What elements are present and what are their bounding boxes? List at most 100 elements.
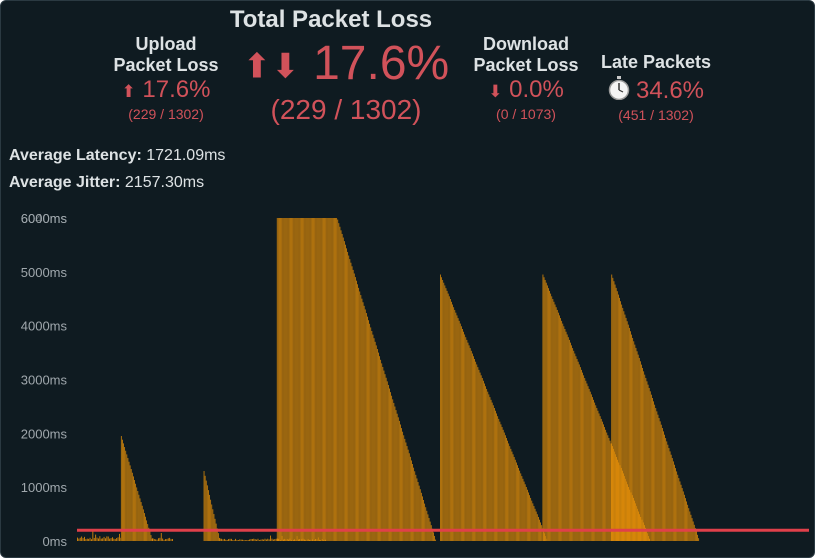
y-tick-label: 6000ms — [21, 211, 68, 226]
spike-bar — [608, 437, 610, 541]
spike-bar — [335, 218, 336, 541]
spike-bar — [440, 274, 441, 541]
spike-bar — [615, 454, 616, 541]
noise-bar — [96, 537, 98, 541]
spike-bar — [549, 290, 550, 541]
spike-bar — [449, 299, 451, 541]
spike-bar — [304, 218, 306, 541]
spike-bar — [409, 456, 411, 541]
noise-bar — [77, 537, 78, 541]
spike-bar — [517, 465, 518, 541]
spike-bar — [641, 364, 642, 541]
spike-bar — [475, 361, 477, 541]
noise-bar — [95, 534, 97, 541]
spike-bar — [142, 509, 144, 541]
noise-bar — [159, 537, 161, 541]
spike-bar — [338, 223, 340, 541]
spike-bar — [506, 437, 507, 541]
spike-bar — [476, 364, 478, 541]
spike-bar — [405, 442, 407, 541]
spike-bar — [548, 288, 549, 541]
spike-bar — [504, 435, 506, 541]
spike-bar — [122, 439, 123, 541]
noise-bar — [243, 539, 245, 541]
spike-bar — [316, 218, 318, 541]
spike-bar — [139, 498, 141, 541]
spike-bar — [283, 218, 285, 541]
noise-bar — [256, 539, 258, 541]
spike-bar — [468, 345, 470, 541]
spike-bar — [493, 408, 495, 541]
spike-bar — [518, 467, 519, 541]
spike-bar — [636, 351, 638, 541]
spike-bar — [419, 489, 421, 541]
spike-bar — [134, 480, 135, 541]
spike-bar — [279, 218, 280, 541]
spike-bar — [369, 323, 371, 541]
spike-bar — [392, 399, 394, 541]
spike-bar — [618, 462, 620, 541]
spike-bar — [342, 237, 344, 541]
spike-bar — [621, 304, 623, 541]
spike-bar — [670, 454, 672, 541]
noise-bar — [229, 538, 231, 541]
spike-bar — [358, 287, 360, 541]
upload-loss-stat: Upload Packet Loss ⬆ 17.6% (229 / 1302) — [101, 34, 231, 123]
spike-bar — [636, 506, 637, 541]
spike-bar — [368, 320, 369, 541]
spike-bar — [682, 491, 684, 541]
spike-bar — [426, 510, 428, 541]
spike-bar — [601, 421, 603, 541]
spike-bar — [354, 277, 356, 541]
spike-bar — [687, 504, 689, 541]
spike-bar — [320, 218, 322, 541]
noise-bar — [169, 537, 171, 541]
spike-bar — [562, 323, 564, 541]
noise-bar — [153, 538, 155, 541]
spike-bar — [623, 476, 625, 541]
spike-bar — [563, 326, 565, 541]
noise-bar — [92, 530, 94, 541]
spike-bar — [126, 454, 128, 541]
spike-bar — [205, 480, 207, 541]
upload-arrow-icon: ⬆ — [121, 82, 136, 101]
spike-bar — [387, 384, 389, 541]
spike-bar — [455, 312, 457, 541]
spike-bar — [685, 498, 686, 541]
spike-bar — [459, 323, 461, 541]
noise-bar — [257, 538, 259, 541]
spike-bar — [642, 367, 643, 541]
spike-bar — [341, 233, 343, 541]
spike-bar — [452, 304, 453, 541]
noise-bar — [260, 539, 262, 541]
noise-bar — [89, 537, 91, 541]
spike-bar — [340, 230, 342, 541]
spike-bar — [347, 251, 349, 541]
spike-bar — [626, 481, 627, 541]
spike-bar — [331, 218, 333, 541]
spike-bar — [596, 408, 598, 541]
spike-bar — [503, 432, 505, 541]
spike-bar — [208, 490, 209, 541]
spike-bar — [658, 418, 660, 541]
spike-bar — [499, 421, 501, 541]
noise-bar — [172, 538, 173, 541]
total-fraction: (229 / 1302) — [270, 94, 422, 126]
spike-bar — [519, 470, 521, 541]
spike-bar — [288, 218, 290, 541]
spike-bar — [694, 528, 696, 541]
spike-bar — [554, 304, 556, 541]
spike-bar — [553, 301, 555, 541]
noise-bar — [165, 539, 166, 541]
spike-bar — [135, 483, 137, 541]
spike-bar — [427, 514, 429, 541]
spike-bar — [627, 484, 629, 541]
noise-bar — [236, 539, 238, 541]
jitter-value: 2157.30ms — [124, 174, 205, 191]
spike-bar — [457, 318, 459, 541]
chart-title: Total Packet Loss — [229, 6, 433, 33]
spike-bar — [373, 338, 375, 541]
spike-bar — [370, 327, 372, 541]
spike-bar — [451, 301, 452, 541]
noise-bar — [298, 539, 300, 541]
